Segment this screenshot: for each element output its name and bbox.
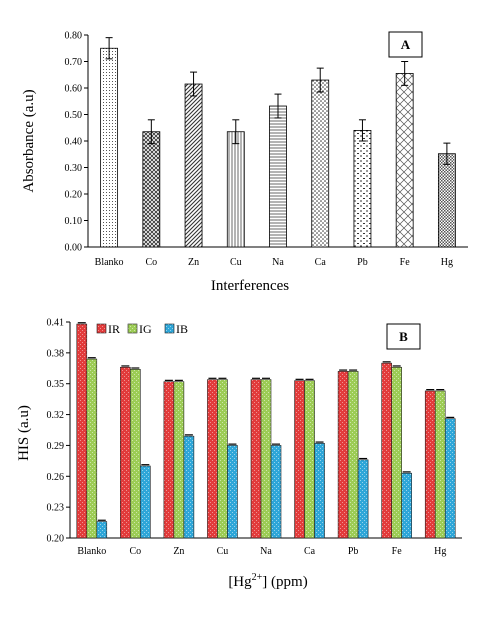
chart-a-y-tick-label: 0.40 bbox=[65, 137, 83, 148]
chart-b-bar-ib bbox=[227, 445, 238, 539]
chart-b-y-tick-label: 0.29 bbox=[47, 441, 65, 452]
chart-b-bar-ir bbox=[294, 380, 305, 539]
chart-b-y-tick-label: 0.35 bbox=[47, 379, 65, 390]
chart-a-x-tick-label: Hg bbox=[441, 257, 453, 268]
chart-a-x-tick-label: Cu bbox=[230, 257, 242, 268]
chart-b: 0.20 0.23 0.26 0.29 0.32 0.35 0.38 0.41 Blanko C… bbox=[16, 318, 462, 590]
chart-b-bar-ir bbox=[76, 323, 88, 539]
chart-b-y-axis-title: HIS (a.u) bbox=[16, 405, 32, 461]
chart-b-bar-ir bbox=[337, 371, 349, 539]
chart-b-x-tick-label: Co bbox=[129, 546, 141, 557]
chart-b-bar-ir bbox=[250, 379, 262, 539]
chart-a-bar bbox=[142, 131, 161, 248]
chart-b-bar-ir bbox=[120, 366, 131, 539]
chart-b-bar-ib bbox=[401, 472, 412, 539]
chart-b-bar-ig bbox=[304, 380, 315, 539]
chart-b-panel-tag-box bbox=[386, 323, 421, 350]
chart-b-y-tick-label: 0.32 bbox=[47, 410, 65, 421]
chart-a-panel-tag: A bbox=[401, 37, 411, 52]
chart-b-x-tick-label: Fe bbox=[392, 546, 403, 557]
chart-b-x-tick-label: Cu bbox=[217, 546, 229, 557]
chart-b-legend-label-ib: IB bbox=[176, 322, 188, 336]
chart-a-y-tick-label: 0.50 bbox=[65, 110, 83, 121]
chart-a-y-axis-title: Absorbance (a.u) bbox=[21, 89, 37, 192]
chart-a-y-tick-label: 0.70 bbox=[65, 57, 83, 68]
chart-b-bar-ib bbox=[183, 435, 195, 539]
chart-a-y-tick-label: 0.00 bbox=[65, 243, 83, 254]
chart-a-bar bbox=[437, 153, 456, 248]
chart-a-bar bbox=[353, 129, 372, 248]
chart-b-x-tick-label: Ca bbox=[304, 546, 316, 557]
chart-b-bar-ir bbox=[424, 390, 436, 539]
chart-a-bar bbox=[311, 79, 330, 248]
chart-b-legend: IR IG IB bbox=[96, 322, 188, 336]
chart-b-bar-ig bbox=[130, 369, 141, 539]
chart-a-bar bbox=[395, 73, 414, 248]
chart-b-bar-ig bbox=[260, 379, 272, 539]
chart-b-y-tick-label: 0.41 bbox=[47, 318, 65, 329]
chart-b-bar-ig bbox=[173, 381, 185, 539]
chart-b-bar-ir bbox=[381, 362, 392, 539]
chart-b-bar-ib bbox=[140, 465, 151, 539]
chart-b-bar-ib bbox=[96, 521, 108, 539]
chart-b-x-tick-label: Pb bbox=[348, 546, 359, 557]
chart-a-bar bbox=[100, 47, 119, 248]
chart-a-x-tick-label: Co bbox=[145, 257, 157, 268]
chart-b-y-tick-label: 0.26 bbox=[47, 472, 65, 483]
chart-b-bar-ib bbox=[270, 445, 282, 539]
chart-a-x-tick-label: Blanko bbox=[95, 257, 124, 268]
chart-a-x-tick-label: Fe bbox=[400, 257, 411, 268]
chart-b-y-tick-label: 0.23 bbox=[47, 503, 65, 514]
chart-a-bar bbox=[269, 105, 287, 248]
chart-a-bar bbox=[226, 131, 245, 248]
chart-a-y-tick-label: 0.30 bbox=[65, 163, 83, 174]
chart-b-bar-ig bbox=[434, 390, 446, 539]
chart-b-x-axis-title: [Hg2+] (ppm) bbox=[228, 572, 307, 590]
chart-a-x-tick-label: Pb bbox=[357, 257, 368, 268]
chart-a-x-axis-title: Interferences bbox=[211, 278, 289, 294]
chart-b-bar-ig bbox=[391, 366, 402, 539]
chart-a-y-tick-label: 0.10 bbox=[65, 216, 83, 227]
chart-a-x-tick-label: Zn bbox=[188, 257, 199, 268]
chart-b-x-tick-label: Na bbox=[260, 546, 272, 557]
chart-a-bar bbox=[184, 83, 203, 248]
chart-b-x-tick-label: Hg bbox=[434, 546, 446, 557]
chart-b-y-tick-label: 0.38 bbox=[47, 348, 65, 359]
chart-b-legend-label-ig: IG bbox=[139, 322, 152, 336]
chart-b-bar-ir bbox=[163, 381, 175, 539]
chart-b-bar-ib bbox=[314, 443, 325, 539]
chart-a-y-tick-label: 0.60 bbox=[65, 84, 83, 95]
chart-a-x-tick-label: Ca bbox=[315, 257, 327, 268]
chart-b-bar-ib bbox=[444, 418, 456, 539]
chart-a-y-tick-label: 0.20 bbox=[65, 190, 83, 201]
chart-b-legend-swatch-ib bbox=[164, 323, 175, 334]
chart-b-legend-label-ir: IR bbox=[108, 322, 120, 336]
chart-b-panel-tag: B bbox=[399, 329, 408, 344]
chart-b-bar-ig bbox=[217, 379, 228, 539]
chart-a-x-tick-label: Na bbox=[272, 257, 284, 268]
chart-a-y-tick-label: 0.80 bbox=[65, 31, 83, 42]
chart-b-x-tick-label: Zn bbox=[173, 546, 184, 557]
chart-b-bar-ig bbox=[86, 358, 98, 539]
chart-b-legend-swatch-ir bbox=[96, 323, 107, 334]
chart-b-y-tick-label: 0.20 bbox=[47, 534, 65, 545]
chart-b-bar-ig bbox=[347, 371, 359, 539]
chart-b-bar-ir bbox=[207, 379, 218, 539]
chart-a-panel-tag-box bbox=[388, 31, 423, 58]
chart-b-legend-swatch-ig bbox=[127, 323, 138, 334]
chart-b-x-tick-label: Blanko bbox=[77, 546, 106, 557]
chart-a: 0.00 0.10 0.20 0.30 0.40 0.50 0.60 0.70 0.80 Bla… bbox=[21, 31, 468, 294]
chart-b-bar-ib bbox=[357, 459, 369, 539]
